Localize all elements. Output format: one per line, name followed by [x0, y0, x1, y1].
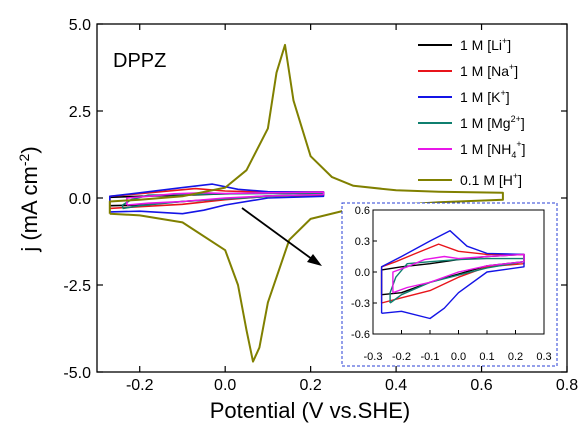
- x-tick-label: 0.0: [214, 377, 236, 394]
- inset-dashed-border: [341, 202, 558, 367]
- inset-y-tick-label: 0.3: [355, 236, 370, 248]
- inset-y-tick-label: -0.3: [351, 298, 370, 310]
- inset-arrow-line: [241, 207, 317, 263]
- legend-label-2: 1 M [K+]: [460, 88, 510, 105]
- inset-x-tick-label: 0.3: [536, 351, 551, 363]
- x-tick-label: 0.2: [300, 377, 322, 394]
- x-axis-title: Potential (V vs.SHE): [210, 398, 411, 423]
- inset-arrow-head: [307, 254, 322, 266]
- y-tick-label: -5.0: [63, 365, 91, 382]
- series-line-4: [126, 191, 325, 206]
- dppz-annotation: DPPZ: [113, 50, 166, 72]
- x-tick-label: 0.4: [385, 377, 407, 394]
- x-tick-label: 0.6: [470, 377, 492, 394]
- x-tick-label: 0.8: [556, 377, 578, 394]
- inset-x-tick-label: 0.1: [479, 351, 494, 363]
- y-tick-label: 0.0: [69, 191, 91, 208]
- x-tick-label: -0.2: [126, 377, 154, 394]
- inset-series-line-4: [392, 253, 525, 294]
- main-plot-area: -0.2 0.0 0.2 0.4 0.6 0.8 -5.0 -2.5 0.0 2.5 5.0: [63, 17, 578, 394]
- legend-label-4: 1 M [NH4+]: [460, 139, 526, 160]
- inset-y-tick-label: 0.0: [355, 267, 370, 279]
- legend-label-1: 1 M [Na+]: [460, 62, 518, 79]
- inset-x-tick-label: 0.0: [451, 351, 466, 363]
- y-axis-title-main: j (mA cm: [17, 166, 42, 253]
- inset-x-tick-label: 0.2: [508, 351, 523, 363]
- inset-x-tick-label: -0.3: [364, 351, 383, 363]
- inset-y-tick-label: -0.6: [351, 329, 370, 341]
- inset-y-tick-label: 0.6: [355, 205, 370, 217]
- y-tick-label: 2.5: [69, 104, 91, 121]
- y-axis-title-sup: -2: [16, 153, 32, 166]
- legend-label-0: 1 M [Li+]: [460, 36, 511, 53]
- inset-plot-area: -0.3 -0.2 -0.1 0.0 0.1 0.2 0.3 -0.6 -0.3 0.0 0.3 0.…: [341, 202, 558, 367]
- y-tick-label: 5.0: [69, 17, 91, 34]
- y-axis-title-end: ): [17, 146, 42, 153]
- inset-x-tick-label: -0.1: [421, 351, 440, 363]
- series-line-5: [108, 43, 504, 363]
- y-tick-label: -2.5: [63, 278, 91, 295]
- y-axis-title: j (mA cm-2): [16, 146, 42, 252]
- inset-x-tick-label: -0.2: [392, 351, 411, 363]
- legend: 1 M [Li+] 1 M [Na+] 1 M [K+] 1 M [Mg2+] 1 M …: [418, 36, 526, 188]
- legend-label-3: 1 M [Mg2+]: [460, 114, 525, 131]
- legend-label-5: 0.1 M [H+]: [460, 171, 522, 188]
